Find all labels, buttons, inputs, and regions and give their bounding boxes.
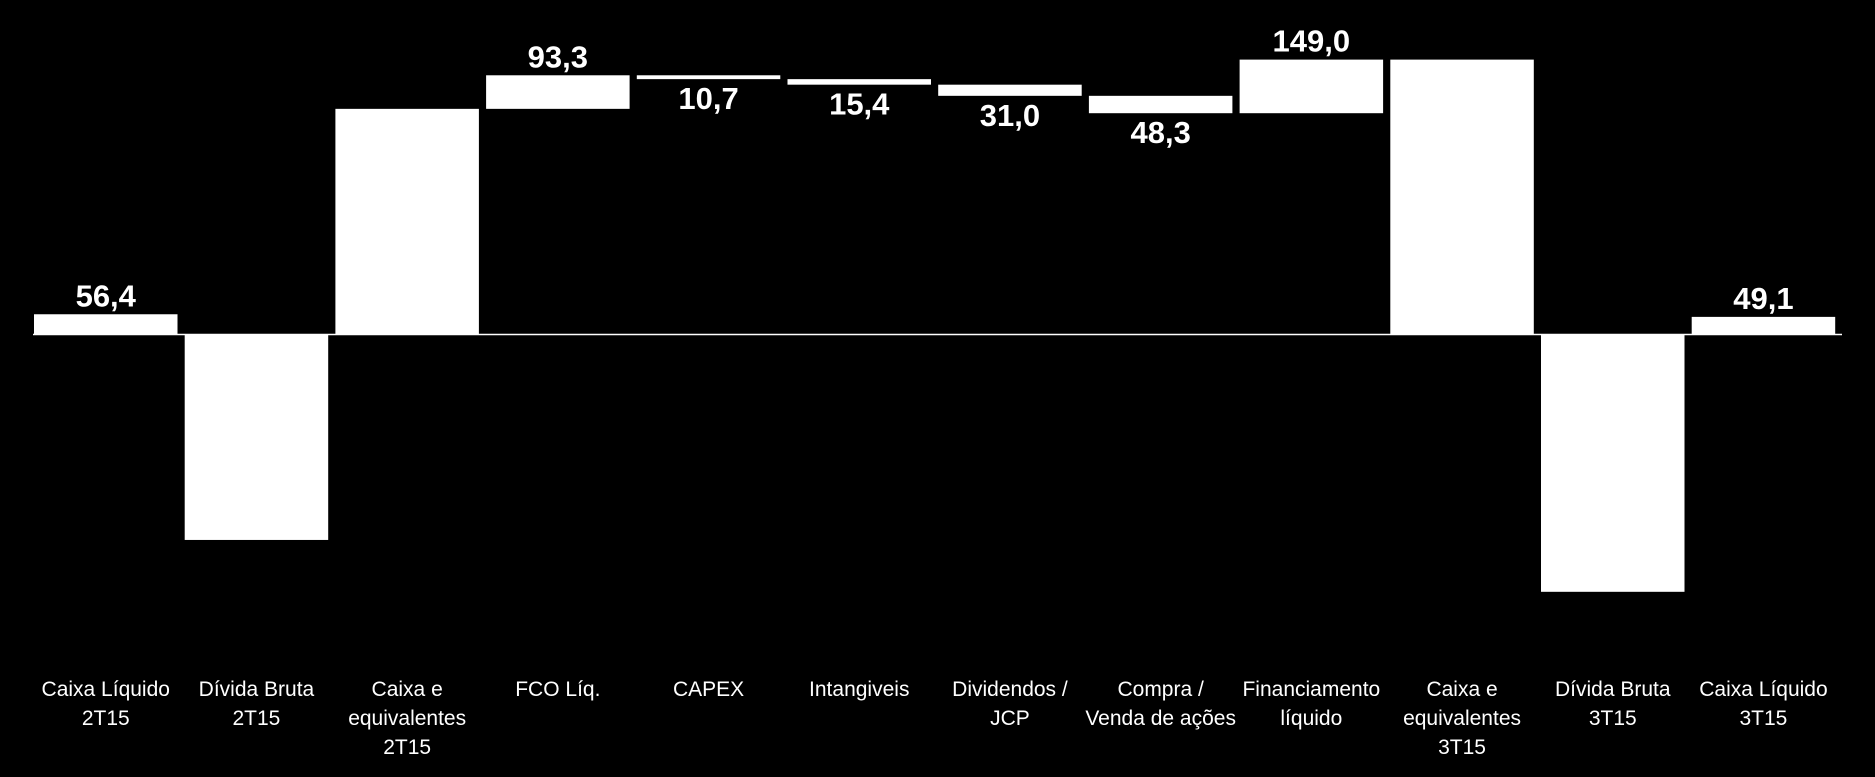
label-line: Dívida Bruta: [199, 678, 315, 701]
label-line: Caixa e: [1426, 678, 1497, 701]
x-tick-label: Dívida Bruta 3T15: [1555, 678, 1671, 730]
bar: [938, 84, 1082, 96]
value-label: 48,3: [1130, 115, 1190, 150]
value-label: 93,3: [528, 39, 588, 74]
bar: [184, 334, 329, 540]
x-tick-label: Caixa e equivalentes 2T15: [348, 678, 466, 759]
x-tick-label: Caixa e equivalentes 3T15: [1403, 678, 1521, 759]
value-label: 15,4: [829, 87, 890, 122]
label-line: equivalentes: [348, 707, 466, 730]
label-line: CAPEX: [673, 678, 744, 701]
value-label: 149,0: [1273, 24, 1351, 59]
bar: [787, 79, 931, 85]
label-line: Dívida Bruta: [1555, 678, 1671, 701]
label-line: 3T15: [1438, 736, 1486, 759]
label-line: líquido: [1280, 707, 1342, 730]
label-line: 3T15: [1589, 707, 1637, 730]
label-line: Caixa e: [372, 678, 443, 701]
label-line: Venda de ações: [1085, 707, 1236, 730]
x-tick-label: Compra / Venda de ações: [1085, 678, 1236, 730]
x-tick-label: Dividendos / JCP: [952, 678, 1068, 730]
label-line: 3T15: [1740, 707, 1788, 730]
label-line: Compra /: [1117, 678, 1204, 701]
label-line: Intangiveis: [809, 678, 909, 701]
bar: [1541, 334, 1685, 592]
x-tick-label: CAPEX: [673, 678, 744, 701]
bar: [335, 108, 479, 335]
label-line: 2T15: [233, 707, 281, 730]
label-line: Dividendos /: [952, 678, 1068, 701]
bar: [636, 75, 781, 80]
value-label: 31,0: [980, 98, 1040, 133]
value-label: 56,4: [76, 278, 137, 313]
x-tick-label: FCO Líq.: [515, 678, 600, 701]
x-tick-label: Intangiveis: [809, 678, 909, 701]
bar: [1088, 95, 1233, 114]
x-tick-label: Financiamento líquido: [1242, 678, 1380, 730]
label-line: Financiamento: [1242, 678, 1380, 701]
bar: [1691, 316, 1836, 335]
label-line: JCP: [990, 707, 1030, 730]
value-label: 49,1: [1733, 281, 1793, 316]
label-line: equivalentes: [1403, 707, 1521, 730]
bar: [34, 314, 178, 335]
x-tick-label: Dívida Bruta 2T15: [199, 678, 315, 730]
label-line: Caixa Líquido: [42, 678, 170, 701]
x-tick-label: Caixa Líquido 2T15: [42, 678, 170, 730]
x-tick-label: Caixa Líquido 3T15: [1699, 678, 1827, 730]
bar: [1390, 59, 1534, 335]
bar: [1239, 59, 1384, 114]
label-line: FCO Líq.: [515, 678, 600, 701]
label-line: 2T15: [383, 736, 431, 759]
value-label: 10,7: [678, 81, 738, 116]
label-line: 2T15: [82, 707, 130, 730]
label-line: Caixa Líquido: [1699, 678, 1827, 701]
bar: [486, 75, 630, 109]
